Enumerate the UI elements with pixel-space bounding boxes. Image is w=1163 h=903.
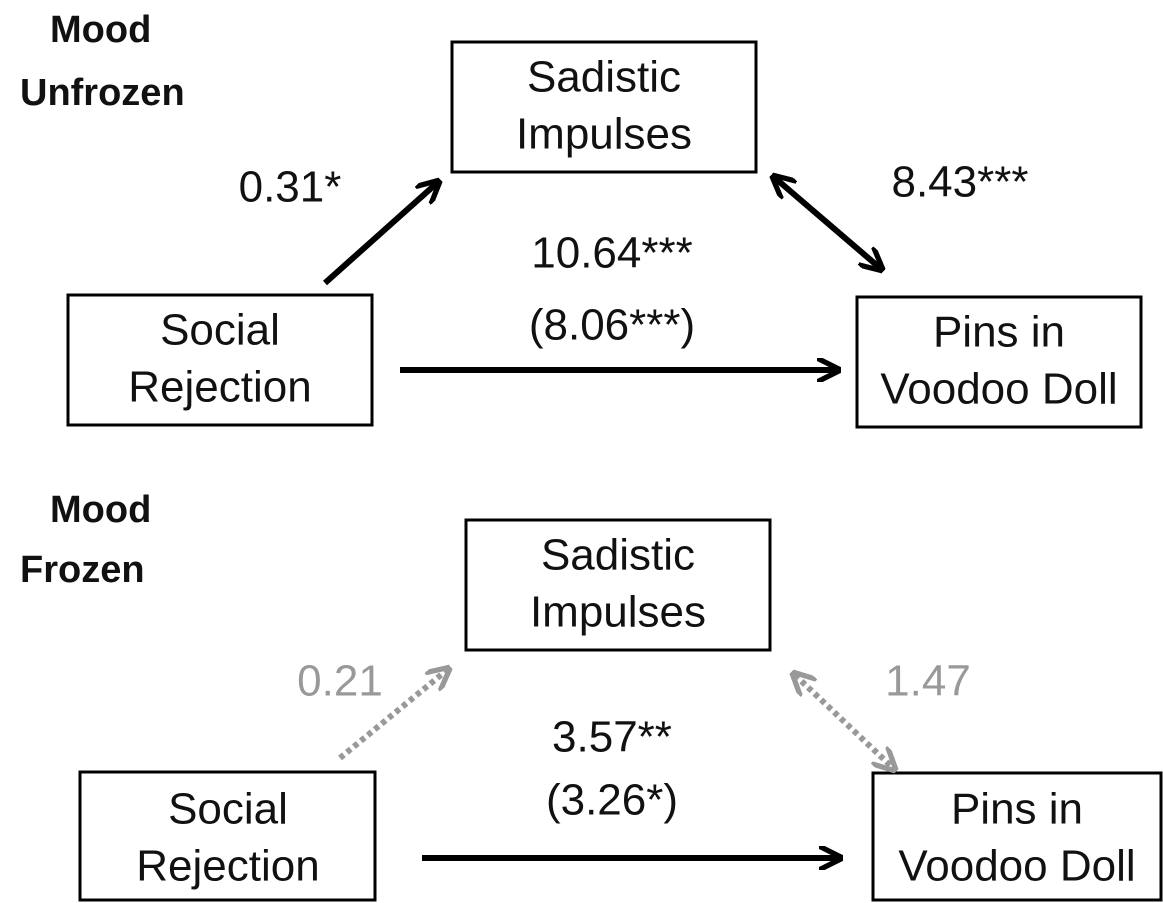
panel-title: Unfrozen <box>20 72 185 114</box>
panel-title: Mood <box>50 489 151 531</box>
node-box <box>450 40 758 174</box>
path-label: 8.43*** <box>891 158 1028 207</box>
path-label: 1.47 <box>885 657 971 706</box>
path-label: (8.06***) <box>529 301 695 350</box>
node-label: Sadistic <box>527 53 681 102</box>
path-label: 10.64*** <box>531 229 692 278</box>
node-label: Pins in <box>933 308 1065 357</box>
panel-title: Mood <box>50 9 151 51</box>
node-label: Rejection <box>128 363 311 412</box>
node-box <box>855 295 1143 429</box>
node-label: Impulses <box>530 588 706 637</box>
node-label: Pins in <box>951 785 1083 834</box>
node-label: Sadistic <box>541 531 695 580</box>
node-label: Rejection <box>136 842 319 891</box>
node-label: Voodoo Doll <box>880 365 1117 414</box>
node-box <box>464 518 772 652</box>
node-label: Social <box>160 306 280 355</box>
node-box <box>78 770 377 902</box>
arrow <box>795 675 893 768</box>
panel-frozen: Mood Frozen Sadistic Impulses Social Rej… <box>20 489 1163 902</box>
panel-unfrozen: Mood Unfrozen Sadistic Impulses Social R… <box>20 9 1143 429</box>
arrow <box>775 178 880 268</box>
node-label: Social <box>168 785 288 834</box>
node-label: Voodoo Doll <box>898 842 1135 891</box>
path-label: (3.26*) <box>546 776 678 825</box>
node-box <box>66 293 374 427</box>
path-label: 0.21 <box>297 657 383 706</box>
node-box <box>871 771 1163 902</box>
arrow <box>323 183 437 286</box>
path-label: 3.57** <box>552 713 672 762</box>
path-label: 0.31* <box>239 163 342 212</box>
panel-title: Frozen <box>20 549 145 591</box>
node-label: Impulses <box>516 110 692 159</box>
